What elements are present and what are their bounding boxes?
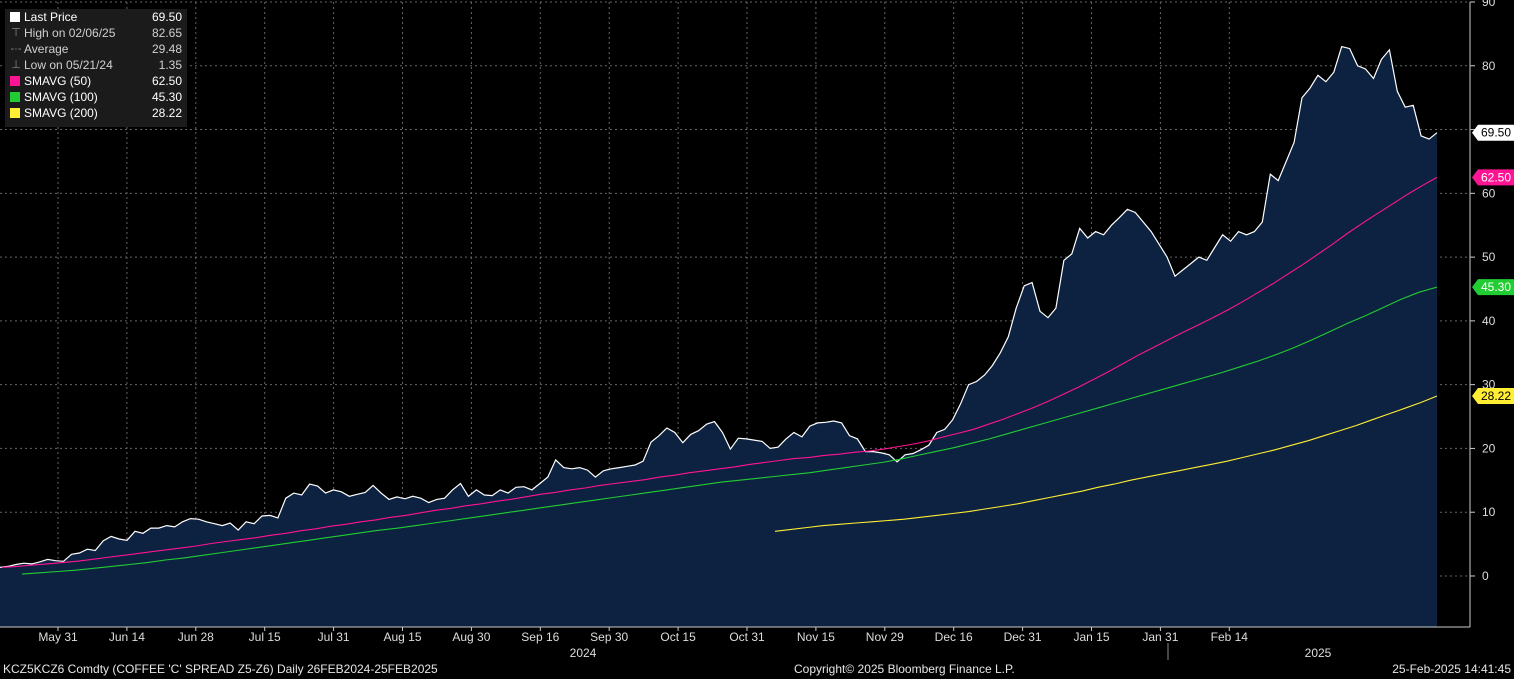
legend-row-smavg-100: SMAVG (100) 45.30 (5, 89, 187, 105)
x-tick-label: Oct 31 (729, 630, 765, 644)
average-marker-icon: -·- (10, 43, 22, 55)
value-tag-label: 28.22 (1481, 389, 1511, 403)
legend-value: 62.50 (151, 74, 182, 88)
value-tag-label: 69.50 (1481, 126, 1511, 140)
value-tag-label: 45.30 (1481, 280, 1511, 294)
year-label: 2024 (570, 646, 597, 660)
x-tick-label: Jun 14 (109, 630, 145, 644)
x-tick-label: Sep 16 (521, 630, 559, 644)
legend-value: 82.65 (151, 26, 182, 40)
x-tick-label: Jan 15 (1073, 630, 1109, 644)
legend-label: SMAVG (100) (24, 90, 98, 104)
legend-label: Average (24, 42, 69, 56)
x-tick-label: Jan 31 (1142, 630, 1178, 644)
timestamp: 25-Feb-2025 14:41:45 (1392, 662, 1511, 676)
sma-line-3 (774, 395, 1438, 532)
y-tick-label: 20 (1482, 441, 1496, 455)
x-tick-label: Dec 31 (1004, 630, 1042, 644)
y-tick-label: 50 (1482, 250, 1496, 264)
x-tick-label: May 31 (38, 630, 78, 644)
legend-row-high: ⊤ High on 02/06/25 82.65 (5, 25, 187, 41)
price-area-fill (0, 46, 1437, 628)
x-tick-label: Jun 28 (178, 630, 214, 644)
legend-label: Low on 05/21/24 (24, 58, 113, 72)
x-tick-label: Aug 15 (383, 630, 421, 644)
y-tick-label: 80 (1482, 59, 1496, 73)
last-price-line (0, 45, 1438, 568)
y-tick-label: 60 (1482, 186, 1496, 200)
smavg-200-swatch (10, 108, 20, 118)
x-tick-label: Oct 15 (660, 630, 696, 644)
x-tick-label: Jul 15 (249, 630, 281, 644)
y-tick-label: 90 (1482, 0, 1496, 9)
legend-row-average: -·- Average 29.48 (5, 41, 187, 57)
price-area (0, 46, 1437, 628)
low-marker-icon: ⊥ (11, 59, 21, 71)
year-label: 2025 (1305, 646, 1332, 660)
smavg-100-swatch (10, 92, 20, 102)
x-tick-label: Aug 30 (452, 630, 490, 644)
y-tick-label: 0 (1482, 569, 1489, 583)
x-axis: May 31 Jun 14 Jun 28 Jul 15 Jul 31 Aug 15 Aug … (38, 627, 1332, 660)
legend-value: 69.50 (151, 10, 182, 24)
y-tick-label: 40 (1482, 314, 1496, 328)
sma-line-1 (1, 176, 1438, 568)
chart-legend: Last Price 69.50 ⊤ High on 02/06/25 82.6… (5, 9, 187, 127)
value-tags: 69.50 62.50 45.30 28.22 (1472, 124, 1514, 405)
value-tag-bg (1472, 388, 1514, 405)
legend-row-smavg-200: SMAVG (200) 28.22 (5, 105, 187, 121)
value-tag-bg (1472, 124, 1514, 141)
legend-value: 45.30 (151, 90, 182, 104)
legend-label: High on 02/06/25 (24, 26, 116, 40)
x-tick-label: Dec 16 (935, 630, 973, 644)
legend-value: 1.35 (158, 58, 182, 72)
legend-label: SMAVG (200) (24, 106, 98, 120)
last-price-swatch (10, 12, 20, 22)
value-tag-bg (1472, 169, 1514, 186)
x-tick-label: Nov 29 (866, 630, 904, 644)
y-tick-label: 10 (1482, 505, 1496, 519)
x-tick-label: Jul 31 (318, 630, 350, 644)
legend-row-smavg-50: SMAVG (50) 62.50 (5, 73, 187, 89)
high-marker-icon: ⊤ (11, 27, 21, 39)
value-tag-bg (1472, 279, 1514, 296)
x-tick-label: Sep 30 (590, 630, 628, 644)
legend-label: Last Price (24, 10, 78, 24)
smavg-50-swatch (10, 76, 20, 86)
x-tick-label: Nov 15 (797, 630, 835, 644)
legend-label: SMAVG (50) (24, 74, 92, 88)
legend-row-last-price: Last Price 69.50 (5, 9, 187, 25)
legend-value: 29.48 (151, 42, 182, 56)
value-tag-label: 62.50 (1481, 170, 1511, 184)
sma-line-2 (21, 286, 1438, 575)
ticker-description: KCZ5KCZ6 Comdty (COFFEE 'C' SPREAD Z5-Z6… (3, 662, 438, 676)
copyright: Copyright© 2025 Bloomberg Finance L.P. (794, 662, 1015, 676)
legend-row-low: ⊥ Low on 05/21/24 1.35 (5, 57, 187, 73)
x-tick-label: Feb 14 (1211, 630, 1249, 644)
legend-value: 28.22 (151, 106, 182, 120)
series-lines (0, 45, 1438, 575)
